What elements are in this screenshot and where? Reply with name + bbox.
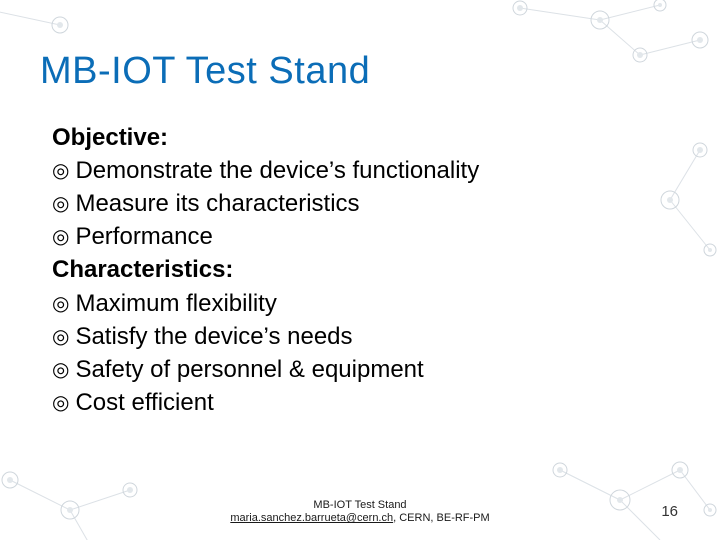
footer-affiliation: , CERN, BE-RF-PM [393, 512, 490, 524]
objective-heading: Objective: [52, 121, 680, 154]
slide-body: Objective: ◎ Demonstrate the device’s fu… [40, 121, 680, 419]
bullet-icon: ◎ [52, 393, 69, 413]
characteristics-item-text: Safety of personnel & equipment [75, 353, 423, 386]
characteristics-item-text: Satisfy the device’s needs [75, 320, 352, 353]
characteristics-item: ◎ Cost efficient [52, 386, 680, 419]
objective-item-text: Demonstrate the device’s functionality [75, 154, 479, 187]
objective-item: ◎ Performance [52, 220, 680, 253]
footer-byline: maria.sanchez.barrueta@cern.ch, CERN, BE… [0, 512, 720, 526]
characteristics-item-text: Cost efficient [75, 386, 213, 419]
objective-item: ◎ Demonstrate the device’s functionality [52, 154, 680, 187]
objective-item: ◎ Measure its characteristics [52, 187, 680, 220]
characteristics-item: ◎ Safety of personnel & equipment [52, 353, 680, 386]
footer-email: maria.sanchez.barrueta@cern.ch [230, 512, 393, 524]
bullet-icon: ◎ [52, 161, 69, 181]
objective-item-text: Measure its characteristics [75, 187, 359, 220]
bullet-icon: ◎ [52, 360, 69, 380]
bullet-icon: ◎ [52, 194, 69, 214]
bullet-icon: ◎ [52, 327, 69, 347]
page-number: 16 [661, 503, 678, 520]
characteristics-heading: Characteristics: [52, 253, 680, 286]
bullet-icon: ◎ [52, 227, 69, 247]
bullet-icon: ◎ [52, 294, 69, 314]
slide-title: MB-IOT Test Stand [40, 50, 680, 93]
characteristics-item-text: Maximum flexibility [75, 287, 276, 320]
slide-footer: MB-IOT Test Stand maria.sanchez.barrueta… [0, 499, 720, 527]
characteristics-item: ◎ Maximum flexibility [52, 287, 680, 320]
characteristics-item: ◎ Satisfy the device’s needs [52, 320, 680, 353]
footer-title: MB-IOT Test Stand [0, 499, 720, 513]
slide-content: MB-IOT Test Stand Objective: ◎ Demonstra… [0, 0, 720, 540]
objective-item-text: Performance [75, 220, 212, 253]
